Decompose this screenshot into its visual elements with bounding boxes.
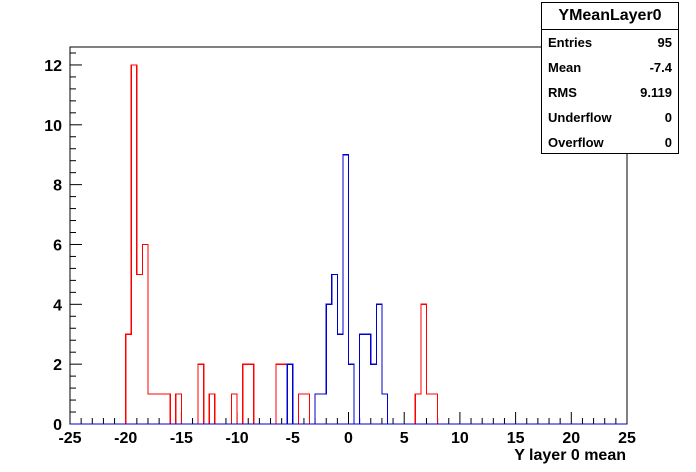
stats-title: YMeanLayer0	[542, 3, 678, 30]
y-tick-label: 0	[53, 417, 62, 434]
y-tick-label: 8	[53, 178, 62, 195]
x-tick-label: -20	[114, 430, 137, 447]
stats-row: Overflow 0	[542, 130, 678, 155]
x-tick-label: -25	[58, 430, 81, 447]
stats-value: -7.4	[649, 60, 672, 75]
x-tick-label: 15	[507, 430, 525, 447]
stats-label: Entries	[548, 35, 593, 50]
y-tick-label: 12	[44, 58, 62, 75]
stats-row: RMS 9.119	[542, 80, 678, 105]
x-tick-label: -15	[170, 430, 193, 447]
stats-label: RMS	[548, 85, 577, 100]
x-axis-ticks: -25 -20 -15 -10 -5 0 5 10 15 20 25	[58, 412, 636, 447]
y-tick-label: 2	[53, 357, 62, 374]
x-tick-label: -10	[226, 430, 249, 447]
stats-row: Mean -7.4	[542, 55, 678, 80]
x-tick-label: 0	[344, 430, 353, 447]
x-tick-label: -5	[286, 430, 300, 447]
x-tick-label: 10	[451, 430, 469, 447]
stats-rows: Entries 95 Mean -7.4 RMS 9.119 Underflow 0 Overf…	[542, 30, 678, 155]
y-tick-label: 4	[53, 297, 62, 314]
x-axis-title: Y layer 0 mean	[514, 447, 626, 464]
stats-value: 9.119	[640, 85, 672, 100]
stats-value: 0	[664, 135, 672, 150]
stats-label: Underflow	[548, 110, 612, 125]
stats-value: 0	[664, 110, 672, 125]
y-axis-ticks: 0 2 4 6 8 10 12	[44, 52, 82, 434]
x-tick-label: 25	[618, 430, 636, 447]
stats-value: 95	[657, 35, 672, 50]
y-tick-label: 10	[44, 118, 62, 135]
y-tick-label: 6	[53, 237, 62, 254]
stats-box: YMeanLayer0 Entries 95 Mean -7.4 RMS 9.119 Und…	[541, 2, 679, 154]
x-tick-label: 20	[562, 430, 580, 447]
x-tick-label: 5	[400, 430, 409, 447]
stats-row: Underflow 0	[542, 105, 678, 130]
stats-label: Overflow	[548, 135, 604, 150]
stats-label: Mean	[548, 60, 582, 75]
histogram-series-layer	[70, 64, 627, 425]
stats-row: Entries 95	[542, 30, 678, 55]
